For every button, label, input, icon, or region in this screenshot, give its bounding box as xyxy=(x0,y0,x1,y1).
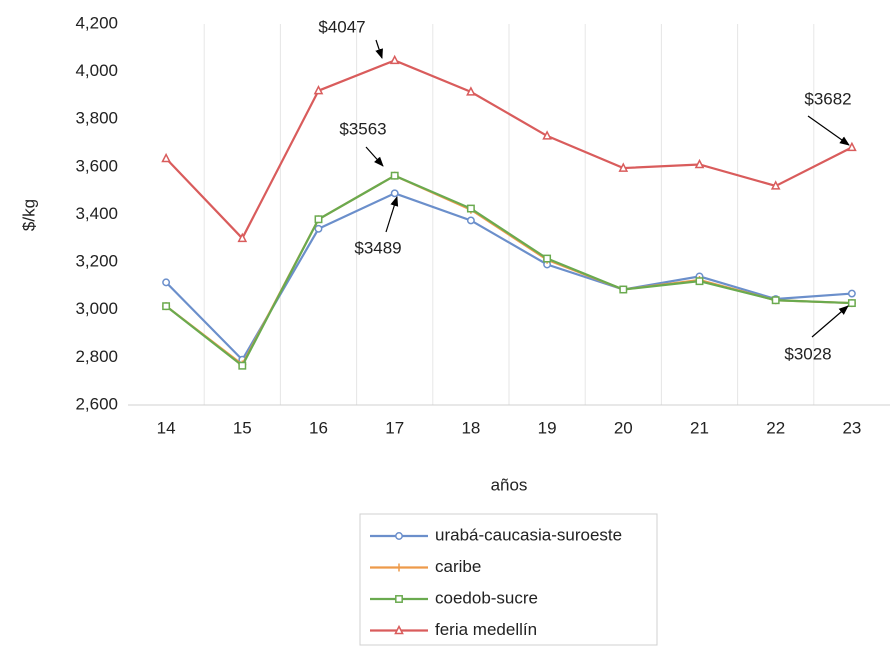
y-tick-label: 2,800 xyxy=(75,347,118,366)
legend-marker xyxy=(395,563,403,572)
legend-label: urabá-caucasia-suroeste xyxy=(435,525,622,544)
legend-marker xyxy=(395,595,403,603)
data-point xyxy=(847,299,856,308)
annotation-arrow xyxy=(375,39,383,59)
legend-label: coedob-sucre xyxy=(435,588,538,607)
data-point xyxy=(390,171,399,180)
x-tick-label: 22 xyxy=(766,418,785,437)
y-tick-label: 3,800 xyxy=(75,109,118,128)
y-tick-label: 3,600 xyxy=(75,156,118,175)
annotation-arrow xyxy=(365,146,384,167)
data-point xyxy=(314,215,323,224)
data-point xyxy=(466,216,475,225)
data-point xyxy=(847,141,857,152)
data-point xyxy=(314,224,323,233)
x-tick-label: 14 xyxy=(157,418,176,437)
data-point xyxy=(466,86,476,96)
x-tick-label: 15 xyxy=(233,418,252,437)
data-point xyxy=(695,277,704,286)
series-line xyxy=(165,174,852,368)
data-point xyxy=(694,158,705,169)
data-point xyxy=(390,189,399,198)
y-tick-label: 4,000 xyxy=(75,61,118,80)
series-line xyxy=(165,59,853,241)
x-tick-label: 21 xyxy=(690,418,709,437)
data-point xyxy=(237,232,248,243)
x-tick-label: 19 xyxy=(538,418,557,437)
annotation-arrow xyxy=(385,196,399,233)
annotation: $3563 xyxy=(339,119,386,138)
y-axis-label: $/kg xyxy=(19,199,38,231)
legend-marker xyxy=(395,532,403,540)
y-tick-label: 2,600 xyxy=(75,394,118,413)
data-point xyxy=(543,254,552,263)
data-point xyxy=(162,302,171,311)
data-point xyxy=(847,289,856,298)
annotation: $3489 xyxy=(354,238,401,257)
legend-label: feria medellín xyxy=(435,620,537,639)
x-axis-label: años xyxy=(491,475,528,494)
x-tick-label: 17 xyxy=(385,418,404,437)
annotation-arrow xyxy=(811,305,849,338)
x-tick-label: 20 xyxy=(614,418,633,437)
x-tick-label: 23 xyxy=(842,418,861,437)
data-point xyxy=(389,54,400,65)
x-tick-label: 16 xyxy=(309,418,328,437)
y-tick-label: 3,400 xyxy=(75,204,118,223)
x-tick-label: 18 xyxy=(461,418,480,437)
legend-label: caribe xyxy=(435,557,481,576)
data-point xyxy=(466,204,475,213)
annotation-arrow xyxy=(807,115,850,146)
annotation: $3028 xyxy=(784,344,831,363)
data-point xyxy=(162,278,171,287)
y-tick-label: 3,000 xyxy=(75,299,118,318)
data-point xyxy=(618,162,629,172)
data-point xyxy=(313,85,324,95)
data-point xyxy=(619,285,628,294)
data-point xyxy=(770,180,781,190)
data-point xyxy=(542,130,552,140)
y-tick-label: 4,200 xyxy=(75,13,118,32)
annotation: $3682 xyxy=(804,89,851,108)
data-point xyxy=(238,361,247,370)
data-point xyxy=(771,296,780,305)
y-tick-label: 3,200 xyxy=(75,252,118,271)
annotation: $4047 xyxy=(318,17,365,36)
data-point xyxy=(161,152,171,163)
legend-marker xyxy=(394,624,404,635)
